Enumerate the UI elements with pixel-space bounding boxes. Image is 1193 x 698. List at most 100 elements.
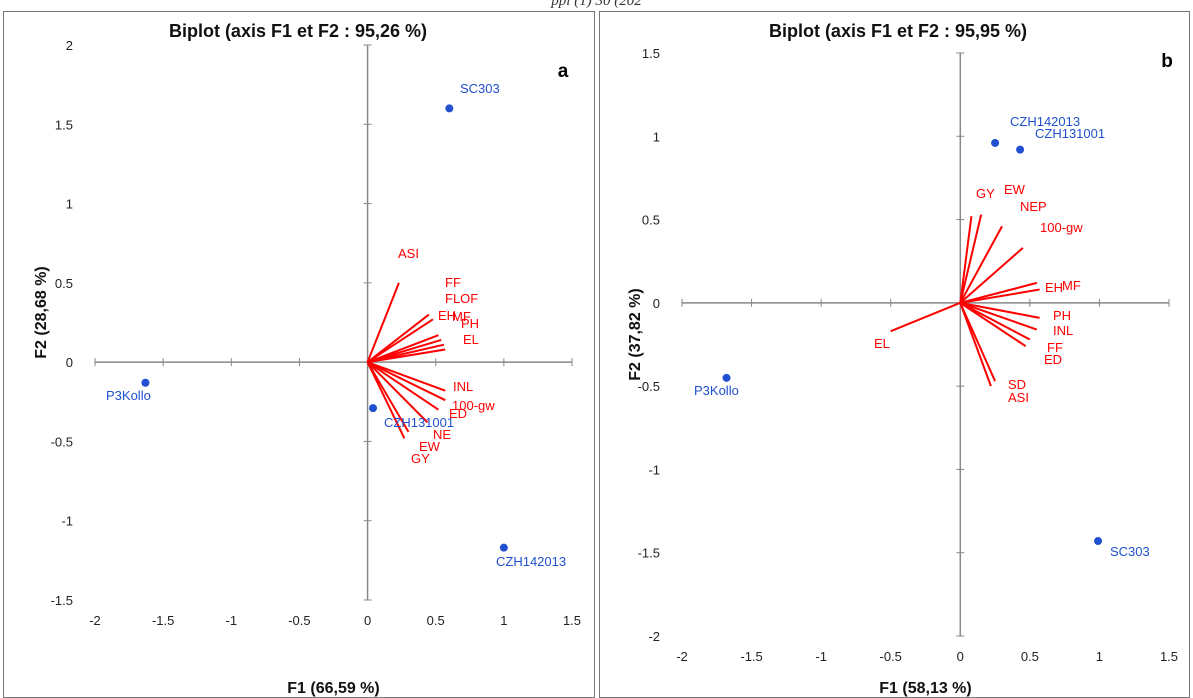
variable-label: 100-gw [452,398,495,413]
x-tick-label: -1.5 [152,613,174,628]
panel-letter: a [558,61,569,82]
x-tick-label: 1.5 [1160,649,1178,664]
y-tick-label: 0.5 [642,213,660,228]
variable-label: NEP [1020,199,1047,214]
y-tick-label: 1.5 [642,46,660,61]
observation-point [141,378,150,387]
panel-letter: b [1161,51,1173,72]
variable-label: SD [1008,377,1026,392]
variable-label: EH [438,308,456,323]
variable-label: FF [445,275,461,290]
variable-label: ASI [1008,390,1029,405]
observation-point [1094,537,1103,546]
variable-vector [366,361,429,424]
y-axis-title: F2 (37,82 %) [627,288,644,380]
x-tick-label: -1 [815,649,827,664]
chart-title: Biplot (axis F1 et F2 : 95,26 %) [169,21,427,41]
variable-label: PH [461,316,479,331]
observation-point [499,543,508,552]
variable-label: MF [1062,278,1081,293]
variable-label: NE [433,427,451,442]
variable-label: 100-gw [1040,220,1083,235]
variable-vector [959,302,992,387]
x-tick-label: -2 [89,613,101,628]
y-tick-label: 0 [653,296,660,311]
variable-vector [366,313,430,363]
x-tick-label: 0 [957,649,964,664]
observation-label: SC303 [460,81,500,96]
variable-vector [960,301,1040,319]
x-tick-label: 0 [364,613,371,628]
variable-vector [367,361,439,411]
y-tick-label: -1.5 [638,546,660,561]
variable-vector [960,288,1040,304]
observation-point [1016,145,1025,154]
variable-label: INL [453,379,473,394]
observation-label: CZH142013 [1010,114,1080,129]
variable-label: PH [1053,308,1071,323]
variable-vector [366,282,400,363]
observation-point [991,138,1000,147]
variable-label: GY [411,451,430,466]
variable-label: FF [1047,340,1063,355]
variable-vector [959,247,1024,304]
y-tick-label: -0.5 [638,379,660,394]
observation-label: P3Kollo [694,383,739,398]
chart-title: Biplot (axis F1 et F2 : 95,95 %) [769,21,1027,41]
variable-vector [366,361,406,439]
variable-vector [366,361,410,433]
y-tick-label: 0 [66,355,73,370]
y-tick-label: 1 [653,129,660,144]
y-tick-label: 1.5 [55,117,73,132]
y-tick-label: 0.5 [55,276,73,291]
observation-point [445,104,454,113]
x-tick-label: -2 [676,649,688,664]
y-tick-label: 2 [66,38,73,53]
variable-vector [367,318,434,363]
variable-vector [367,361,446,392]
x-axis-title: F1 (58,13 %) [879,680,971,697]
y-tick-label: -1 [61,514,73,529]
x-tick-label: -0.5 [288,613,310,628]
y-axis-title: F2 (28,68 %) [33,266,50,358]
variable-label: ASI [398,246,419,261]
observation-label: P3Kollo [106,388,151,403]
observation-label: SC303 [1110,544,1150,559]
x-tick-label: -1 [226,613,238,628]
variable-vector [959,225,1003,304]
x-tick-label: 1 [1096,649,1103,664]
variable-vector [960,281,1038,304]
variable-vector [959,301,1038,331]
variable-vector [959,214,983,304]
page-header-fragment: ppl (1) 30 (202 [551,0,642,9]
y-tick-label: -0.5 [51,434,73,449]
x-tick-label: -1.5 [740,649,762,664]
observation-label: CZH131001 [384,415,454,430]
x-tick-label: -0.5 [880,649,902,664]
y-tick-label: -2 [648,629,660,644]
x-tick-label: 1 [500,613,507,628]
x-axis-title: F1 (66,59 %) [287,680,379,697]
variable-label: EW [1004,182,1026,197]
variable-vector [367,361,446,402]
variable-label: FLOF [445,291,478,306]
variable-label: ED [1044,352,1062,367]
observation-label: CZH142013 [496,554,566,569]
y-tick-label: -1 [648,462,660,477]
variable-label: MF [452,309,471,324]
x-tick-label: 0.5 [427,613,445,628]
y-tick-label: 1 [66,197,73,212]
variable-label: EW [419,439,441,454]
x-tick-label: 1.5 [563,613,581,628]
variable-vector [959,302,1027,347]
x-tick-label: 0.5 [1021,649,1039,664]
observation-label: CZH131001 [1035,126,1105,141]
variable-vector [959,216,973,303]
observation-point [722,373,731,382]
variable-vector [367,348,446,364]
variable-vector [959,301,1031,341]
variable-label: INL [1053,323,1073,338]
variable-label: EH [1045,280,1063,295]
variable-label: GY [976,186,995,201]
